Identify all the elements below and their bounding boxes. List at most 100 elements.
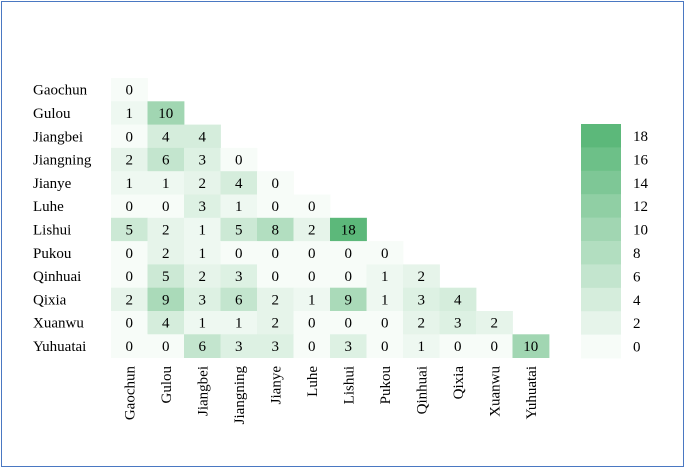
cell-value-label: 2 (308, 222, 316, 238)
colorbar-tick-label: 2 (633, 316, 641, 332)
cell-value-label: 2 (272, 316, 280, 332)
heatmap-cell (147, 241, 185, 265)
cell-value-label: 2 (491, 316, 499, 332)
cell-value-label: 1 (381, 269, 389, 285)
cell-value-label: 1 (418, 339, 426, 355)
heatmap-cell (184, 171, 221, 195)
heatmap-cell (220, 217, 258, 242)
heatmap-cell (184, 334, 221, 358)
heatmap-cell (293, 194, 331, 219)
heatmap-cell (184, 217, 221, 242)
colorbar-tick-label: 6 (633, 269, 641, 285)
cell-value-label: 0 (454, 339, 462, 355)
row-tick-label: Lishui (33, 222, 71, 238)
heatmap-cell (184, 124, 221, 149)
heatmap-cell (147, 194, 185, 219)
cell-value-label: 1 (308, 292, 316, 308)
heatmap-cell (293, 311, 331, 335)
heatmap-cell (111, 147, 148, 172)
heatmap-cell (147, 101, 185, 125)
heatmap-cell (220, 287, 258, 312)
heatmap-cell (147, 264, 185, 289)
row-tick-label: Jianye (33, 176, 72, 192)
cell-value-label: 0 (235, 153, 243, 169)
cell-value-label: 0 (381, 246, 389, 262)
cell-value-label: 0 (345, 316, 353, 332)
heatmap-cell (220, 194, 258, 219)
heatmap-cell (147, 311, 185, 335)
row-tick-label: Jiangning (33, 153, 92, 169)
cell-value-label: 0 (491, 339, 499, 355)
column-tick-label: Gulou (159, 366, 175, 404)
cell-value-label: 2 (199, 269, 207, 285)
row-tick-labels: Gaochun Gulou Jiangbei Jiangning Jianye Luhe L… (33, 83, 92, 355)
cell-value-label: 3 (345, 339, 353, 355)
cell-value-label: 1 (381, 292, 389, 308)
heatmap-cell (184, 264, 221, 289)
heatmap-cell (257, 171, 294, 195)
heatmap-cell (147, 124, 185, 149)
heatmap-cell (330, 264, 367, 289)
colorbar-band (581, 311, 621, 336)
colorbar-band (581, 194, 621, 219)
cell-value-label: 3 (235, 339, 243, 355)
row-tick-label: Xuanwu (33, 316, 84, 332)
heatmap-cell (147, 217, 185, 242)
heatmap-cell (293, 217, 331, 242)
colorbar-tick-label: 4 (633, 293, 641, 309)
heatmap-cell (184, 147, 221, 172)
heatmap-cell (184, 311, 221, 335)
heatmap-cell (147, 287, 185, 312)
cell-value-label: 8 (272, 222, 280, 238)
heatmap-cell (330, 217, 367, 242)
cell-value-label: 3 (272, 339, 280, 355)
heatmap-cell (439, 334, 477, 358)
heatmap-cell (257, 334, 294, 358)
cell-value-label: 2 (418, 269, 426, 285)
cell-value-label: 0 (162, 199, 170, 215)
heatmap-cell (257, 311, 294, 335)
heatmap-cell (220, 264, 258, 289)
row-tick-label: Luhe (33, 199, 64, 215)
heatmap-cell (403, 264, 440, 289)
cell-value-label: 4 (454, 292, 462, 308)
cell-value-label: 0 (308, 246, 316, 262)
heatmap-cell (220, 311, 258, 335)
heatmap-cell (111, 78, 148, 102)
cell-value-label: 10 (158, 106, 173, 122)
heatmap-cell (366, 334, 404, 358)
heatmap-cell (330, 311, 367, 335)
column-tick-label: Xuanwu (487, 366, 503, 417)
cell-value-label: 0 (308, 269, 316, 285)
heatmap-cell (220, 171, 258, 195)
cell-value-label: 6 (235, 292, 243, 308)
heatmap-cell (366, 241, 404, 265)
column-tick-label: Luhe (305, 366, 321, 397)
cell-value-label: 2 (162, 222, 170, 238)
cell-value-label: 3 (418, 292, 426, 308)
cell-value-label: 0 (345, 246, 353, 262)
heatmap-cell (257, 287, 294, 312)
colorbar-tick-label: 10 (633, 223, 648, 239)
heatmap-cell (366, 287, 404, 312)
cell-value-label: 0 (272, 199, 280, 215)
heatmap-cell (257, 194, 294, 219)
heatmap-cell (293, 264, 331, 289)
cell-value-label: 1 (126, 176, 134, 192)
column-tick-label: Lishui (341, 366, 357, 404)
cell-value-label: 9 (162, 292, 170, 308)
cell-value-label: 0 (272, 176, 280, 192)
cell-value-label: 0 (162, 339, 170, 355)
cell-value-label: 0 (235, 246, 243, 262)
heatmap-cell (403, 287, 440, 312)
cell-value-label: 10 (523, 339, 538, 355)
heatmap-cell (111, 101, 148, 125)
heatmap-cell (184, 194, 221, 219)
cell-value-label: 2 (272, 292, 280, 308)
heatmap-cells (111, 78, 550, 358)
heatmap-cell (147, 147, 185, 172)
heatmap-cell (147, 334, 185, 358)
cell-value-label: 1 (199, 316, 207, 332)
colorbar-band (581, 124, 621, 148)
